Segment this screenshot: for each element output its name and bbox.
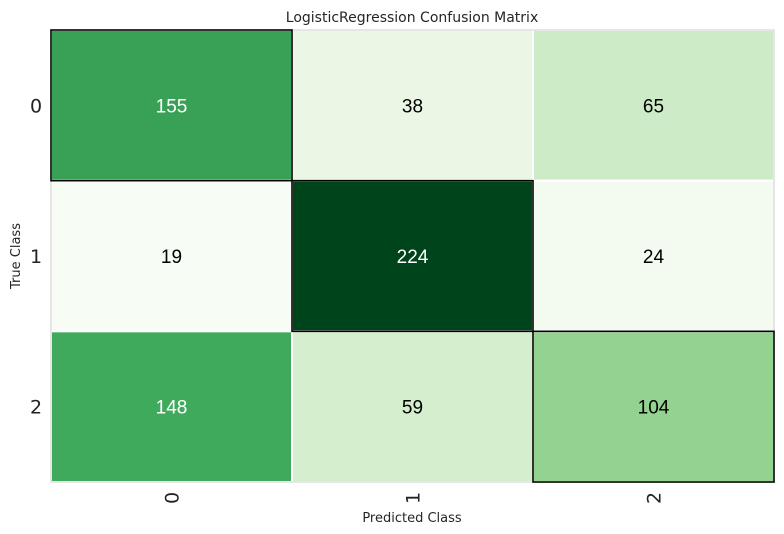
x-tick-labels: 0 1 2 xyxy=(162,492,666,504)
heatmap-cell-r2-c1 xyxy=(291,330,534,484)
cell-value-r1-c0: 19 xyxy=(161,247,182,268)
x-tick-label-0: 0 xyxy=(162,492,184,504)
cell-value-labels: 155 38 65 19 224 24 148 59 104 xyxy=(156,96,670,418)
diagonal-outline-2 xyxy=(532,330,775,483)
x-tick-label-1: 1 xyxy=(403,492,425,504)
cell-value-r1-c1: 224 xyxy=(397,247,429,268)
cell-value-r2-c2: 104 xyxy=(638,398,670,419)
diagonal-outline-0 xyxy=(50,29,293,182)
y-tick-label-1: 1 xyxy=(30,246,42,268)
heatmap-cell-r0-c1 xyxy=(291,29,534,182)
x-tick-label-2: 2 xyxy=(644,492,666,504)
y-tick-label-2: 2 xyxy=(30,397,42,419)
cell-value-r0-c0: 155 xyxy=(156,96,188,117)
heatmap-cells xyxy=(50,29,775,484)
heatmap-cell-r1-c2 xyxy=(532,179,775,333)
heatmap-cell-r0-c0 xyxy=(50,29,293,182)
cell-value-r0-c2: 65 xyxy=(643,96,664,117)
y-axis-label: True Class xyxy=(9,223,24,290)
cell-value-r0-c1: 38 xyxy=(402,96,423,117)
heatmap-cell-r1-c1 xyxy=(291,179,534,333)
y-tick-label-0: 0 xyxy=(30,95,42,117)
cell-value-r1-c2: 24 xyxy=(643,247,665,268)
cell-value-r2-c1: 59 xyxy=(402,398,423,419)
diagonal-outline-1 xyxy=(291,179,534,333)
chart-title: LogisticRegression Confusion Matrix xyxy=(286,10,538,26)
plot-frame xyxy=(50,29,775,483)
x-axis-label: Predicted Class xyxy=(362,511,462,526)
heatmap-cell-r1-c0 xyxy=(50,179,293,333)
diagonal-highlight xyxy=(50,29,775,483)
y-tick-labels: 0 1 2 xyxy=(30,95,42,418)
cell-value-r2-c0: 148 xyxy=(156,398,188,419)
